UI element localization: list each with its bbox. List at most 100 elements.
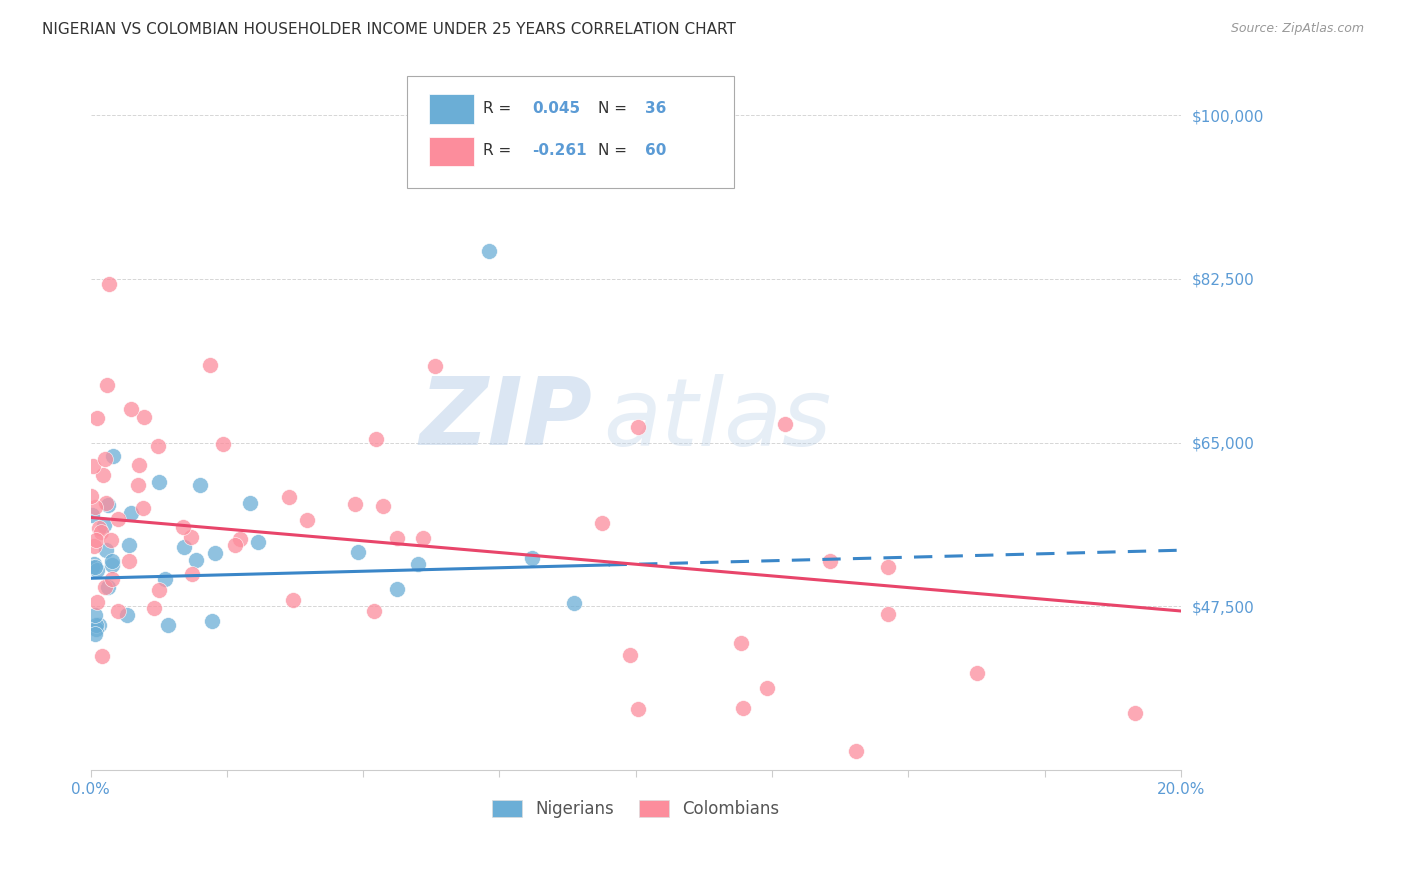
- Point: [87, 521, 110, 535]
- Point: [966, 666, 988, 681]
- Point: [363, 603, 385, 617]
- Point: [229, 532, 252, 546]
- Point: [101, 450, 124, 464]
- Point: [142, 601, 165, 615]
- Point: [86, 410, 108, 425]
- Point: [627, 419, 650, 434]
- Legend: Nigerians, Colombians: Nigerians, Colombians: [485, 793, 786, 825]
- Point: [756, 681, 779, 695]
- Point: [520, 550, 543, 565]
- Text: atlas: atlas: [603, 374, 831, 465]
- Point: [406, 557, 429, 571]
- Point: [845, 744, 868, 758]
- Point: [184, 553, 207, 567]
- Point: [89, 618, 111, 632]
- Point: [91, 468, 114, 483]
- Text: Source: ZipAtlas.com: Source: ZipAtlas.com: [1230, 22, 1364, 36]
- Point: [188, 478, 211, 492]
- Point: [478, 244, 501, 258]
- Point: [818, 554, 841, 568]
- Point: [134, 410, 156, 425]
- Point: [591, 516, 613, 530]
- Point: [90, 648, 112, 663]
- Point: [120, 402, 142, 417]
- Point: [346, 545, 368, 559]
- Point: [127, 477, 149, 491]
- Point: [385, 582, 408, 596]
- Point: [118, 538, 141, 552]
- Text: -0.261: -0.261: [533, 143, 586, 158]
- Point: [86, 563, 108, 577]
- Point: [425, 359, 447, 373]
- Point: [118, 554, 141, 568]
- Point: [773, 417, 796, 431]
- Point: [156, 618, 179, 632]
- Text: 0.045: 0.045: [533, 101, 581, 116]
- Point: [83, 627, 105, 641]
- Point: [115, 608, 138, 623]
- Point: [84, 618, 107, 632]
- Point: [730, 635, 752, 649]
- Point: [82, 458, 104, 473]
- Point: [120, 506, 142, 520]
- Point: [278, 491, 301, 505]
- Point: [100, 558, 122, 572]
- Point: [94, 496, 117, 510]
- Point: [344, 497, 367, 511]
- Point: [198, 358, 221, 372]
- Point: [97, 498, 120, 512]
- Point: [128, 458, 150, 472]
- Point: [731, 701, 754, 715]
- Point: [562, 596, 585, 610]
- Point: [93, 517, 115, 532]
- Text: N =: N =: [598, 143, 631, 158]
- Point: [180, 566, 202, 581]
- Point: [180, 530, 202, 544]
- Text: 36: 36: [644, 101, 666, 116]
- Point: [84, 608, 107, 623]
- Point: [97, 581, 120, 595]
- Point: [627, 702, 650, 716]
- Text: 60: 60: [644, 143, 666, 158]
- Point: [1123, 706, 1146, 721]
- Point: [90, 524, 112, 539]
- Point: [101, 554, 124, 568]
- Point: [94, 452, 117, 467]
- Point: [94, 543, 117, 558]
- Point: [146, 439, 169, 453]
- Point: [148, 475, 170, 489]
- Point: [107, 604, 129, 618]
- Point: [83, 558, 105, 572]
- Point: [239, 496, 262, 510]
- Point: [200, 614, 222, 628]
- Point: [247, 534, 270, 549]
- Point: [101, 572, 124, 586]
- FancyBboxPatch shape: [429, 136, 474, 166]
- Point: [94, 580, 117, 594]
- Point: [281, 592, 304, 607]
- Point: [619, 648, 641, 662]
- Point: [107, 512, 129, 526]
- Point: [204, 546, 226, 560]
- Point: [876, 559, 898, 574]
- Point: [84, 500, 107, 514]
- Point: [84, 560, 107, 574]
- Point: [172, 520, 194, 534]
- Point: [412, 531, 434, 545]
- Point: [98, 277, 121, 291]
- Text: NIGERIAN VS COLOMBIAN HOUSEHOLDER INCOME UNDER 25 YEARS CORRELATION CHART: NIGERIAN VS COLOMBIAN HOUSEHOLDER INCOME…: [42, 22, 737, 37]
- Point: [364, 432, 387, 446]
- Point: [80, 560, 103, 574]
- Point: [82, 508, 104, 523]
- Point: [371, 499, 394, 513]
- FancyBboxPatch shape: [429, 95, 474, 124]
- Point: [224, 538, 246, 552]
- Text: R =: R =: [484, 143, 516, 158]
- Text: ZIP: ZIP: [419, 373, 592, 466]
- Point: [79, 489, 101, 503]
- Point: [84, 533, 107, 548]
- Point: [212, 436, 235, 450]
- Point: [132, 500, 155, 515]
- Point: [153, 573, 176, 587]
- Point: [876, 607, 898, 621]
